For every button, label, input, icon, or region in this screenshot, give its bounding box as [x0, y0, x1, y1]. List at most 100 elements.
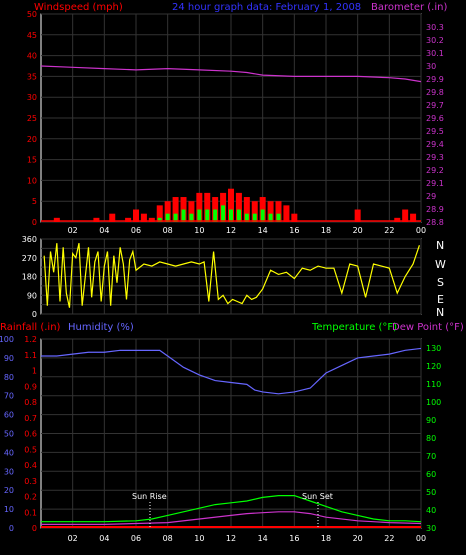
winddir-tick-label: 360: [22, 235, 37, 244]
temperature-tick-label: 100: [426, 398, 441, 407]
temperature-tick-label: 120: [426, 362, 441, 371]
windspeed-bar: [125, 217, 132, 222]
x-tick-label: 00: [416, 534, 426, 543]
winddir-label-s: S: [437, 276, 444, 289]
windspeed-bar: [109, 213, 116, 222]
barometer-tick-label: 28.8: [426, 218, 444, 227]
avg-wind-bar: [157, 217, 162, 222]
x-tick-label: 02: [68, 534, 78, 543]
humidity-tick-label: 0: [9, 524, 14, 533]
dewpoint-axis-title: Dew Point (°F): [392, 322, 464, 333]
windspeed-bar: [275, 201, 282, 222]
barometer-tick-label: 29.6: [426, 114, 444, 123]
windspeed-bar: [133, 209, 139, 222]
windspeed-tick-label: 40: [27, 52, 37, 61]
avg-wind-bar: [213, 209, 218, 222]
barometer-tick-label: 29.4: [426, 140, 444, 149]
temperature-tick-label: 70: [426, 452, 436, 461]
barometer-tick-label: 30.2: [426, 36, 444, 45]
x-tick-label: 12: [226, 226, 236, 235]
windspeed-bar: [212, 197, 219, 222]
windspeed-tick-label: 0: [32, 218, 37, 227]
temperature-tick-label: 30: [426, 524, 436, 533]
x-tick-label: 20: [353, 226, 363, 235]
barometer-axis-title: Barometer (.in): [371, 2, 447, 13]
avg-wind-bar: [205, 209, 210, 222]
avg-wind-bar: [252, 213, 257, 222]
windspeed-bar: [394, 217, 401, 222]
windspeed-tick-label: 35: [27, 72, 37, 81]
humidity-tick-label: 10: [4, 505, 14, 514]
barometer-tick-label: 29.8: [426, 88, 444, 97]
barometer-tick-label: 30: [426, 62, 436, 71]
winddir-tick-label: 180: [22, 273, 37, 282]
barometer-tick-label: 28.9: [426, 205, 444, 214]
humidity-tick-label: 90: [4, 354, 14, 363]
windspeed-bar: [251, 201, 258, 222]
windspeed-bar: [354, 209, 361, 222]
x-tick-label: 18: [321, 226, 331, 235]
windspeed-bar: [283, 205, 290, 222]
windspeed-bar: [243, 197, 250, 222]
x-tick-label: 22: [384, 534, 394, 543]
windspeed-tick-label: 15: [27, 156, 37, 165]
rainfall-tick-label: 1.1: [24, 351, 37, 360]
x-tick-label: 14: [258, 226, 268, 235]
windspeed-tick-label: 10: [27, 176, 37, 185]
x-tick-label: 10: [194, 226, 204, 235]
windspeed-tick-label: 50: [27, 10, 37, 19]
winddir-tick-label: 0: [32, 310, 37, 319]
winddir-tick-label: 90: [27, 291, 37, 300]
avg-wind-bar: [268, 213, 273, 222]
winddir-line: [43, 243, 420, 308]
humidity-tick-label: 30: [4, 467, 14, 476]
rainfall-tick-label: 1.2: [24, 335, 37, 344]
avg-wind-bar: [197, 209, 202, 222]
rainfall-tick-label: 0.1: [24, 508, 37, 517]
x-tick-label: 20: [353, 534, 363, 543]
windspeed-bar: [267, 201, 274, 222]
sunset-label: Sun Set: [302, 492, 333, 501]
x-tick-label: 16: [289, 534, 299, 543]
barometer-tick-label: 30.3: [426, 23, 444, 32]
temperature-line: [41, 495, 422, 523]
windspeed-tick-label: 45: [27, 31, 37, 40]
windspeed-bar: [204, 192, 211, 222]
dewpoint-line: [41, 511, 422, 526]
windspeed-bar: [410, 213, 417, 222]
windspeed-tick-label: 20: [27, 135, 37, 144]
windspeed-bar: [93, 217, 100, 222]
humidity-tick-label: 80: [4, 373, 14, 382]
temperature-tick-label: 40: [426, 506, 436, 515]
rainfall-tick-label: 0.5: [24, 445, 37, 454]
avg-wind-bar: [173, 213, 178, 222]
rainfall-axis-title: Rainfall (.in): [0, 322, 61, 333]
rainfall-tick-label: 0.8: [24, 398, 37, 407]
winddir-label-w: W: [435, 258, 446, 271]
temperature-tick-label: 130: [426, 344, 441, 353]
temperature-tick-label: 110: [426, 380, 441, 389]
barometer-tick-label: 29.2: [426, 166, 444, 175]
humidity-tick-label: 70: [4, 392, 14, 401]
avg-wind-bar: [260, 209, 265, 222]
x-tick-label: 02: [68, 226, 78, 235]
rainfall-tick-label: 0.6: [24, 430, 37, 439]
windspeed-bar: [164, 201, 171, 222]
barometer-tick-label: 29: [426, 192, 436, 201]
windspeed-bar: [140, 213, 147, 222]
windspeed-bar: [402, 209, 409, 222]
x-tick-label: 16: [289, 226, 299, 235]
humidity-axis-title: Humidity (%): [68, 322, 134, 333]
marks-layer: [40, 65, 422, 528]
windspeed-bar: [259, 197, 266, 222]
rainfall-tick-label: 0.2: [24, 493, 37, 502]
barometer-line: [40, 65, 422, 83]
sunrise-label: Sun Rise: [132, 492, 167, 501]
x-tick-label: 18: [321, 534, 331, 543]
x-tick-label: 14: [258, 534, 268, 543]
temperature-tick-label: 50: [426, 488, 436, 497]
barometer-tick-label: 29.5: [426, 127, 444, 136]
barometer-tick-label: 29.3: [426, 153, 444, 162]
